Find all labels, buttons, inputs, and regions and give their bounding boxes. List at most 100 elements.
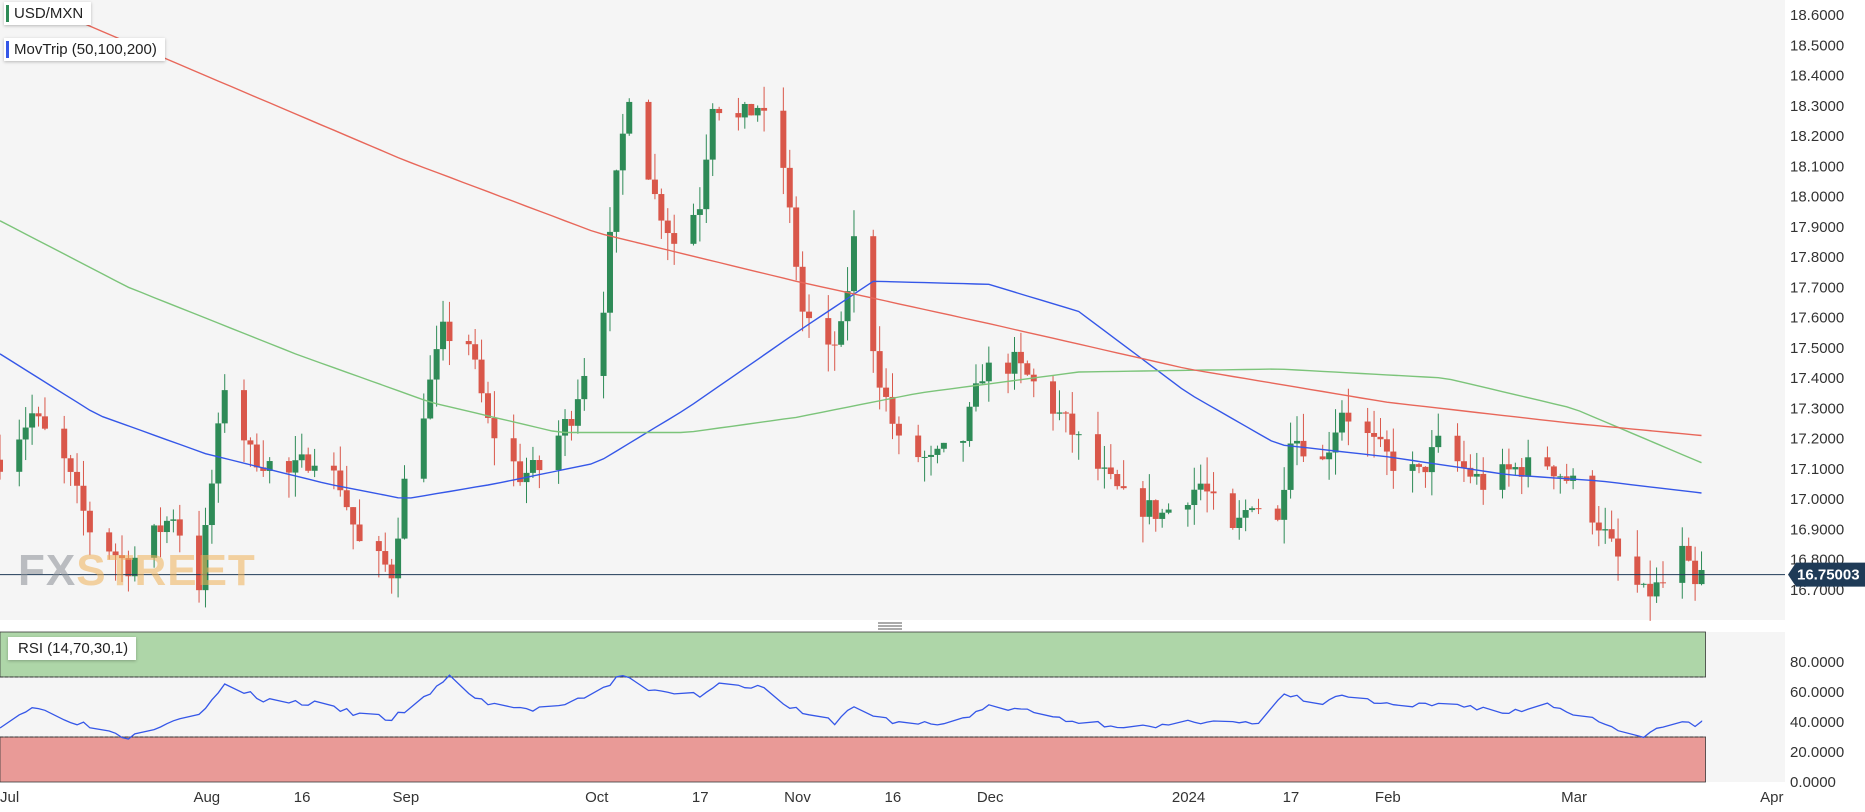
candle-body xyxy=(928,454,935,457)
candle-body xyxy=(1249,508,1256,511)
candle-body xyxy=(1660,582,1667,584)
candle-body xyxy=(1416,464,1423,467)
candle-body xyxy=(1210,491,1217,494)
candle-body xyxy=(247,440,254,445)
rsi-tick-label: 80.0000 xyxy=(1790,654,1844,671)
candle-body xyxy=(1017,351,1024,364)
time-axis-ticks: Jul Aug 16 Sep Oct 17 Nov 16 Dec 2024 17 Feb Mar Apr xyxy=(0,789,1784,806)
candle-body xyxy=(761,107,768,111)
candle-body xyxy=(1274,508,1281,520)
candle-body xyxy=(1371,433,1378,437)
candle-body xyxy=(985,362,992,382)
legend-rsi-label[interactable]: RSI (14,70,30,1) xyxy=(8,637,137,660)
candle-body xyxy=(517,461,524,483)
candle-body xyxy=(151,525,158,558)
candle-body xyxy=(1050,381,1057,414)
candle-body xyxy=(716,108,723,114)
candle-body xyxy=(1692,560,1699,585)
candle-body xyxy=(709,108,716,160)
price-tick-label: 17.8000 xyxy=(1790,249,1844,266)
candle-body xyxy=(74,471,81,486)
candle-body xyxy=(131,557,138,577)
rsi-line xyxy=(0,674,1703,740)
price-tick-label: 17.5000 xyxy=(1790,340,1844,357)
time-tick-label: 2024 xyxy=(1172,789,1205,806)
rsi-tick-label: 0.0000 xyxy=(1790,774,1836,791)
rsi-name: RSI (14,70,30,1) xyxy=(18,640,129,657)
candle-body xyxy=(1615,538,1622,557)
candle-body xyxy=(240,390,247,441)
candle-body xyxy=(606,231,613,313)
candle-body xyxy=(1640,583,1647,585)
candle-body xyxy=(1159,512,1166,519)
candle-body xyxy=(1364,421,1371,434)
candle-body xyxy=(799,266,806,312)
candle-body xyxy=(215,423,222,484)
candle-body xyxy=(1107,467,1114,475)
candle-body xyxy=(1473,473,1480,477)
time-tick-label: 16 xyxy=(294,789,311,806)
candle-body xyxy=(870,236,877,352)
price-tick-label: 18.1000 xyxy=(1790,158,1844,175)
candle-body xyxy=(844,291,851,322)
rsi-axis-ticks: 80.0000 60.0000 40.0000 20.0000 0.0000 xyxy=(1790,654,1844,791)
time-tick-label: Dec xyxy=(977,789,1004,806)
candle-body xyxy=(645,101,652,180)
rsi-oversold-zone xyxy=(0,736,1706,783)
candle-body xyxy=(600,312,607,376)
price-tick-label: 18.4000 xyxy=(1790,68,1844,85)
candle-body xyxy=(1544,457,1551,467)
candle-body xyxy=(446,321,453,342)
candle-body xyxy=(1608,529,1615,539)
time-tick-label: Sep xyxy=(393,789,420,806)
candle-body xyxy=(1114,474,1121,487)
price-tick-label: 17.7000 xyxy=(1790,279,1844,296)
pair-swatch xyxy=(6,5,9,22)
candle-body xyxy=(1647,583,1654,597)
candle-body xyxy=(1287,443,1294,490)
time-tick-label: 16 xyxy=(885,789,902,806)
time-tick-label: Nov xyxy=(784,789,811,806)
rsi-tick-label: 20.0000 xyxy=(1790,744,1844,761)
moving-average-lines xyxy=(0,14,1702,499)
candle-body xyxy=(786,167,793,208)
candle-body xyxy=(889,396,896,424)
candle-body xyxy=(555,435,562,471)
candle-body xyxy=(529,460,536,473)
legend-pair-label[interactable]: USD/MXN xyxy=(4,2,92,25)
panel-resize-handle[interactable] xyxy=(876,621,904,630)
candle-body xyxy=(163,520,170,533)
candle-body xyxy=(118,555,125,559)
candle-body xyxy=(1062,412,1069,414)
legend-ma-label[interactable]: MovTrip (50,100,200) xyxy=(4,38,165,61)
candle-body xyxy=(831,344,838,346)
rsi-tick-label: 60.0000 xyxy=(1790,684,1844,701)
candle-body xyxy=(1191,489,1198,506)
time-tick-label: Jul xyxy=(0,789,19,806)
rsi-zones xyxy=(0,631,1706,783)
candle-body xyxy=(1294,440,1301,444)
candle-body xyxy=(176,519,183,536)
fxstreet-watermark-logo: FXSTREET xyxy=(18,546,256,595)
candle-body xyxy=(671,233,678,244)
candle-body xyxy=(401,478,408,539)
candle-body xyxy=(876,351,883,388)
rsi-line-group xyxy=(0,674,1703,740)
candle-body xyxy=(1069,413,1076,435)
price-tick-label: 17.6000 xyxy=(1790,310,1844,327)
candle-body xyxy=(260,467,267,471)
candle-body xyxy=(157,525,164,533)
candle-body xyxy=(1319,456,1326,460)
price-tick-label: 18.2000 xyxy=(1790,128,1844,145)
candle-body xyxy=(1326,452,1333,460)
candle-body xyxy=(574,399,581,426)
candle-body xyxy=(484,393,491,418)
time-tick-label: Oct xyxy=(585,789,609,806)
candle-body xyxy=(754,107,761,116)
candle-body xyxy=(793,207,800,267)
candle-body xyxy=(1152,500,1159,519)
candle-body xyxy=(1480,473,1487,490)
candle-body xyxy=(1467,467,1474,477)
candle-body xyxy=(1139,488,1146,517)
